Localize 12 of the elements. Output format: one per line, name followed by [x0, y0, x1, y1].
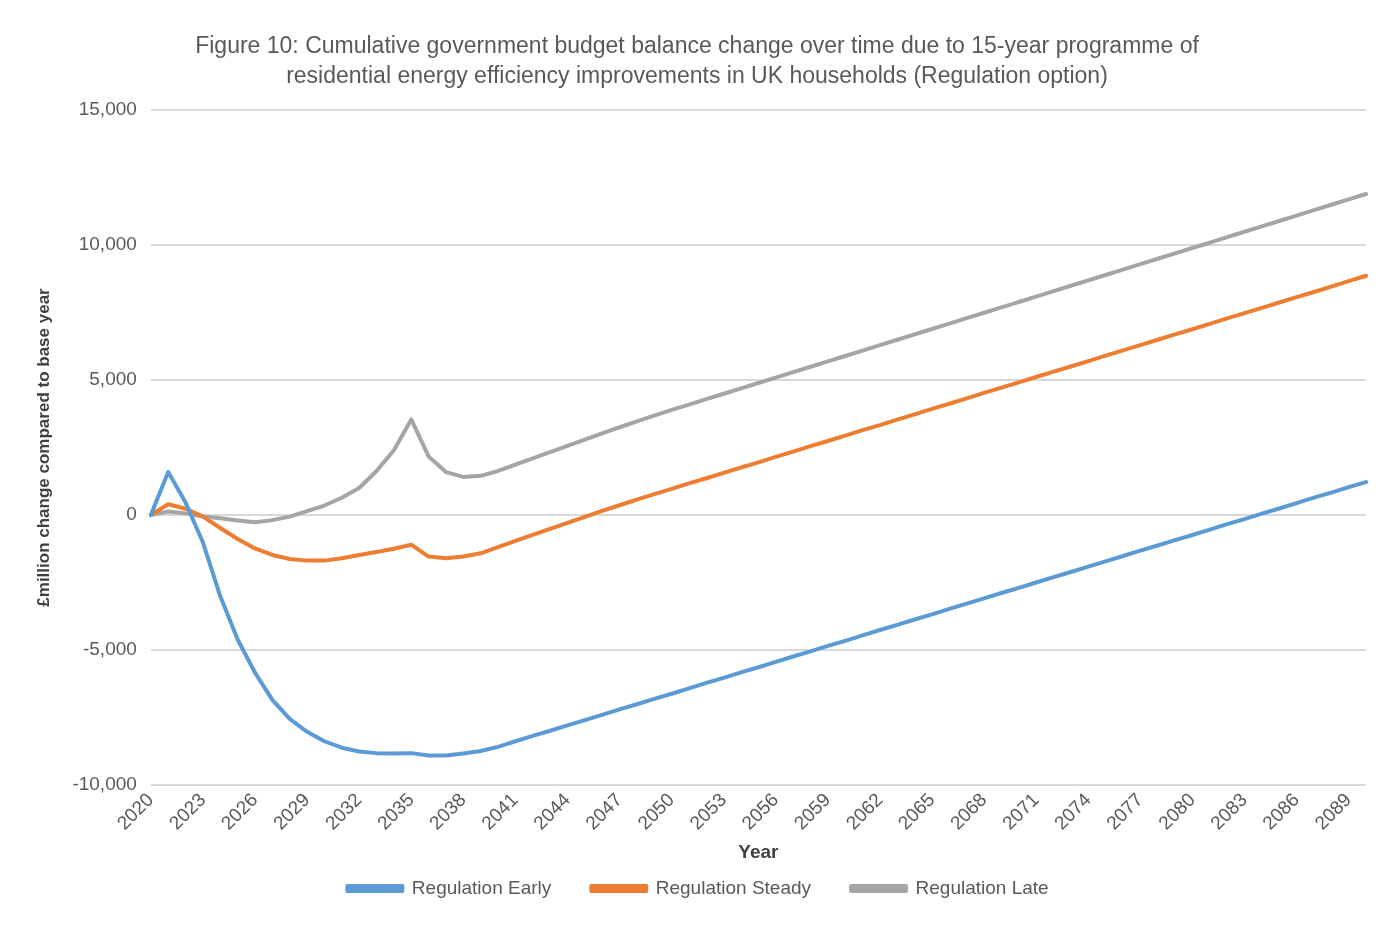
legend-label: Regulation Early: [411, 876, 552, 898]
x-axis-title: Year: [738, 840, 780, 862]
legend-label: Regulation Late: [915, 876, 1049, 898]
y-tick-label: 5,000: [89, 368, 137, 390]
chart-title: Figure 10: Cumulative government budget balance change over time due to 15-year programme of residential energy efficiency improvements in UK households (Regulation option): [194, 31, 1200, 90]
y-tick-label: -5,000: [82, 638, 137, 660]
y-tick-label: 10,000: [78, 233, 137, 255]
y-tick-label: 15,000: [78, 98, 137, 120]
y-tick-label: 0: [126, 503, 137, 525]
y-axis-title: £million change compared to base year: [33, 287, 53, 607]
legend-label: Regulation Steady: [655, 876, 812, 898]
y-tick-label: -10,000: [72, 773, 137, 795]
